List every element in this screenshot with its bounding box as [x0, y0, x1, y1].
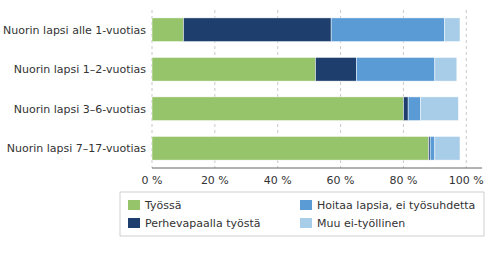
legend-label: Työssä: [144, 199, 181, 212]
bar-segment: [430, 136, 435, 160]
x-tick-label: 0 %: [142, 174, 163, 187]
category-label: Nuorin lapsi 7–17-vuotias: [7, 142, 147, 155]
category-label: Nuorin lapsi alle 1-vuotias: [3, 24, 146, 37]
chart-svg: 0 % 20 % 40 % 60 % 80 % 100 % Nuorin lapsi all…: [0, 0, 493, 263]
x-tick-label: 60 %: [327, 174, 355, 187]
page: {"chart_data": {"type": "bar", "orientat…: [0, 0, 493, 263]
bar-segment: [421, 97, 459, 121]
legend-swatch: [300, 200, 312, 210]
bar-segment: [403, 97, 408, 121]
y-tick-labels: Nuorin lapsi alle 1-vuotias Nuorin lapsi …: [3, 24, 146, 156]
bar-segment: [331, 18, 444, 42]
bars: [152, 18, 460, 160]
legend-label: Perhevapaalla työstä: [145, 217, 260, 230]
legend-label: Hoitaa lapsia, ei työsuhdetta: [317, 199, 475, 212]
bar-segment: [356, 57, 435, 81]
bar-segment: [408, 97, 421, 121]
x-axis-line: [152, 168, 482, 169]
legend-label: Muu ei-työllinen: [317, 217, 405, 230]
legend-swatch: [300, 218, 312, 228]
grid-line: [466, 10, 467, 168]
category-label: Nuorin lapsi 3–6-vuotias: [14, 103, 147, 116]
legend-swatch: [128, 200, 140, 210]
bar-segment: [435, 136, 460, 160]
legend-swatch: [128, 218, 140, 228]
bar-segment: [152, 57, 315, 81]
x-tick-label: 20 %: [201, 174, 229, 187]
category-label: Nuorin lapsi 1–2-vuotias: [14, 63, 147, 76]
bar-segment: [444, 18, 460, 42]
x-tick-label: 40 %: [264, 174, 292, 187]
legend-frame: [120, 192, 484, 236]
bar-segment: [152, 97, 403, 121]
x-tick-label: 100 %: [449, 174, 484, 187]
bar-segment: [152, 136, 429, 160]
legend: Työssä Perhevapaalla työstä Hoitaa lapsia,…: [120, 192, 484, 236]
grid: [152, 10, 466, 168]
x-ticks: 0 % 20 % 40 % 60 % 80 % 100 %: [142, 174, 484, 187]
bar-segment: [183, 18, 331, 42]
bar-segment: [435, 57, 457, 81]
bar-segment: [152, 18, 183, 42]
bar-segment: [315, 57, 356, 81]
x-tick-label: 80 %: [389, 174, 417, 187]
chart-container: 0 % 20 % 40 % 60 % 80 % 100 % Nuorin lapsi all…: [0, 0, 493, 263]
